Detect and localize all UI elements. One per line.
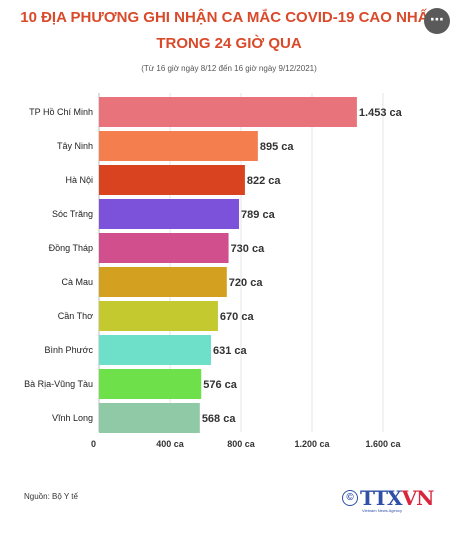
bar <box>99 131 258 161</box>
x-tick-label: 400 ca <box>156 439 185 449</box>
bar <box>99 369 202 399</box>
bar <box>99 301 218 331</box>
x-tick-label: 1.200 ca <box>294 439 330 449</box>
value-label: 576 ca <box>203 379 238 391</box>
bar <box>99 267 227 297</box>
chart-title-line-1: 10 ĐỊA PHƯƠNG GHI NHẬN CA MẮC COVID-19 C… <box>20 9 438 26</box>
category-label: Cà Mau <box>61 277 93 287</box>
chart-subtitle: (Từ 16 giờ ngày 8/12 đến 16 giờ ngày 9/1… <box>141 64 317 73</box>
source-note: Nguồn: Bộ Y tế <box>24 492 78 501</box>
category-label: Tây Ninh <box>57 141 93 151</box>
x-tick-label: 800 ca <box>227 439 256 449</box>
bar <box>99 165 245 195</box>
value-label: 1.453 ca <box>359 107 403 119</box>
value-label: 631 ca <box>213 345 248 357</box>
bar <box>99 199 240 229</box>
category-label: TP Hồ Chí Minh <box>29 107 93 117</box>
category-label: Bà Rịa-Vũng Tàu <box>24 379 93 389</box>
category-label: Bình Phước <box>45 345 94 355</box>
category-label: Hà Nội <box>65 175 93 185</box>
value-label: 670 ca <box>220 311 255 323</box>
value-label: 789 ca <box>241 209 276 221</box>
bar-chart: 0 400 ca 800 ca 1.200 ca 1.600 ca TP Hồ Chí M… <box>24 93 403 449</box>
category-label: Cần Thơ <box>58 311 93 321</box>
x-tick-label: 0 <box>91 439 96 449</box>
value-label: 895 ca <box>260 141 295 153</box>
ttxvn-logo: © TTXVN Vietnam News Agency <box>342 486 434 516</box>
value-label: 568 ca <box>202 413 237 425</box>
bar <box>99 97 357 127</box>
copyright-icon: © <box>342 490 358 506</box>
more-dots-icon[interactable]: ⋯ <box>424 8 450 34</box>
category-label: Đồng Tháp <box>49 243 93 253</box>
category-label: Sóc Trăng <box>52 209 93 219</box>
bar <box>99 335 212 365</box>
x-tick-label: 1.600 ca <box>365 439 401 449</box>
value-label: 822 ca <box>247 175 282 187</box>
chart-title-line-2: TRONG 24 GIỜ QUA <box>156 35 302 52</box>
bar <box>99 403 200 433</box>
value-label: 720 ca <box>229 277 264 289</box>
category-label: Vĩnh Long <box>52 413 93 423</box>
value-label: 730 ca <box>231 243 266 255</box>
bar <box>99 233 229 263</box>
